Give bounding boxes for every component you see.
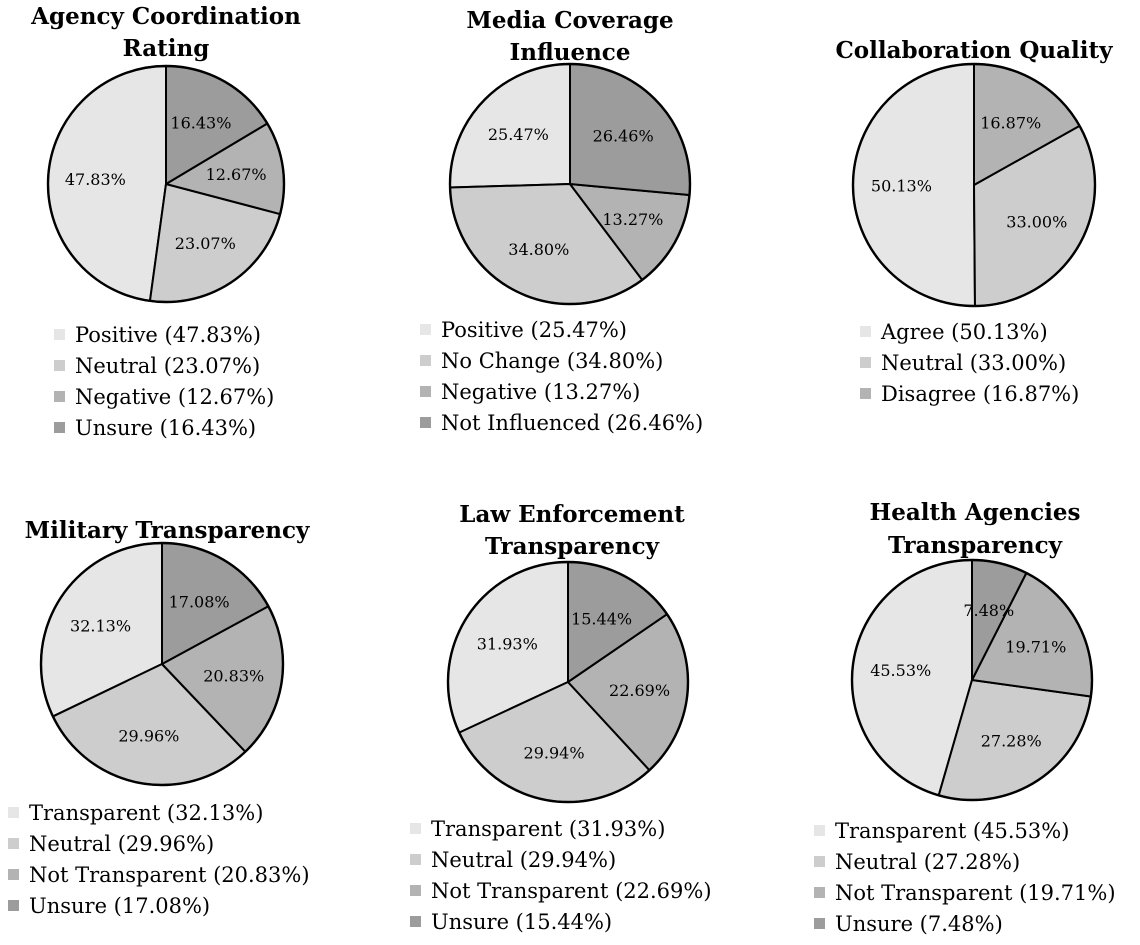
legend-swatch [410,823,421,834]
chart-title: Rating [123,35,210,62]
slice-percent-label: 13.27% [602,210,663,229]
slice-percent-label: 16.43% [170,113,231,132]
legend-entry: Transparent (32.13%) [29,801,263,825]
legend-swatch [420,417,431,428]
pie-outline [39,541,285,787]
legend-swatch [814,825,825,836]
slice-percent-label: 47.83% [65,170,126,189]
slice-percent-label: 26.46% [593,126,654,145]
slice-percent-label: 31.93% [477,634,538,653]
slice-percent-label: 22.69% [609,681,670,700]
slice-percent-label: 19.71% [1005,638,1066,657]
slice-percent-label: 45.53% [870,661,931,680]
slice-percent-label: 16.87% [980,113,1041,132]
legend-swatch [8,838,19,849]
legend-entry: Neutral (29.96%) [29,832,214,856]
legend-swatch [420,324,431,335]
pie-chart-2: Media Coverage Influence 25.47% 34.80% 13.27… [420,7,703,435]
pie-outline [851,62,1097,308]
legend-swatch [860,388,871,399]
legend-entry: No Change (34.80%) [441,349,663,373]
legend-swatch [420,355,431,366]
legend-swatch [410,885,421,896]
legend-entry: Neutral (27.28%) [835,850,1020,874]
legend-entry: Unsure (15.44%) [431,910,612,934]
slice-percent-label: 23.07% [175,234,236,253]
slice-percent-label: 20.83% [203,666,264,685]
legend-entry: Negative (13.27%) [441,380,640,404]
slice-percent-label: 7.48% [963,601,1014,620]
slice-percent-label: 29.94% [524,744,585,763]
legend-entry: Negative (12.67%) [75,385,274,409]
legend-swatch [860,326,871,337]
slice-percent-label: 34.80% [508,240,569,259]
legend-entry: Not Transparent (22.69%) [431,879,712,903]
slice-percent-label: 17.08% [169,593,230,612]
legend-swatch [420,386,431,397]
chart-title: Collaboration Quality [835,37,1113,64]
slice-percent-label: 12.67% [206,165,267,184]
chart-title: Media Coverage [466,7,673,34]
slice-percent-label: 15.44% [571,609,632,628]
legend-swatch [54,422,65,433]
legend-entry: Positive (47.83%) [75,323,261,347]
legend-entry: Unsure (17.08%) [29,894,210,918]
slice-percent-label: 50.13% [871,176,932,195]
pie-outline [46,64,286,304]
pie-outline [446,560,690,804]
legend-entry: Neutral (33.00%) [881,351,1066,375]
legend-entry: Agree (50.13%) [880,320,1048,344]
legend-entry: Neutral (23.07%) [75,354,260,378]
slice-percent-label: 32.13% [70,616,131,635]
legend-entry: Not Transparent (20.83%) [29,863,310,887]
legend-swatch [8,900,19,911]
chart-title: Law Enforcement [459,501,685,528]
chart-title: Agency Coordination [30,3,301,30]
chart-title: Transparency [888,532,1063,559]
legend-swatch [54,360,65,371]
legend-swatch [814,918,825,929]
legend-entry: Neutral (29.94%) [431,848,616,872]
legend-swatch [54,329,65,340]
slice-percent-label: 29.96% [118,726,179,745]
pie-chart-6: Health Agencies Transparency 45.53% 27.28% 1… [814,499,1116,936]
legend-entry: Not Transparent (19.71%) [835,881,1116,905]
legend-entry: Transparent (45.53%) [835,819,1069,843]
legend-entry: Transparent (31.93%) [431,817,665,841]
legend-entry: Disagree (16.87%) [881,382,1079,406]
chart-title: Military Transparency [25,517,310,544]
chart-title: Influence [510,39,631,66]
slice-percent-label: 33.00% [1006,212,1067,231]
legend-swatch [860,357,871,368]
pie-chart-4: Military Transparency 32.13% 29.96% 20.83% 1… [8,517,310,918]
legend-swatch [814,887,825,898]
legend-swatch [8,869,19,880]
legend-entry: Not Influenced (26.46%) [441,411,703,435]
pie-chart-3: Collaboration Quality 50.13% 33.00% 16.87% A… [835,37,1113,406]
legend-entry: Unsure (16.43%) [75,416,256,440]
legend-swatch [8,807,19,818]
legend-swatch [814,856,825,867]
chart-title: Transparency [485,533,660,560]
legend-swatch [410,854,421,865]
legend-swatch [54,391,65,402]
pie-outline [850,558,1094,802]
legend-swatch [410,916,421,927]
slice-percent-label: 27.28% [981,731,1042,750]
pie-chart-5: Law Enforcement Transparency 31.93% 29.94% 2… [410,501,712,934]
legend-entry: Positive (25.47%) [441,318,627,342]
chart-title: Health Agencies [870,499,1081,526]
legend-entry: Unsure (7.48%) [835,912,1003,936]
pie-outline [448,62,692,306]
pie-chart-1: Agency Coordination Rating 47.83% 23.07% 12.… [30,3,301,440]
slice-percent-label: 25.47% [488,125,549,144]
